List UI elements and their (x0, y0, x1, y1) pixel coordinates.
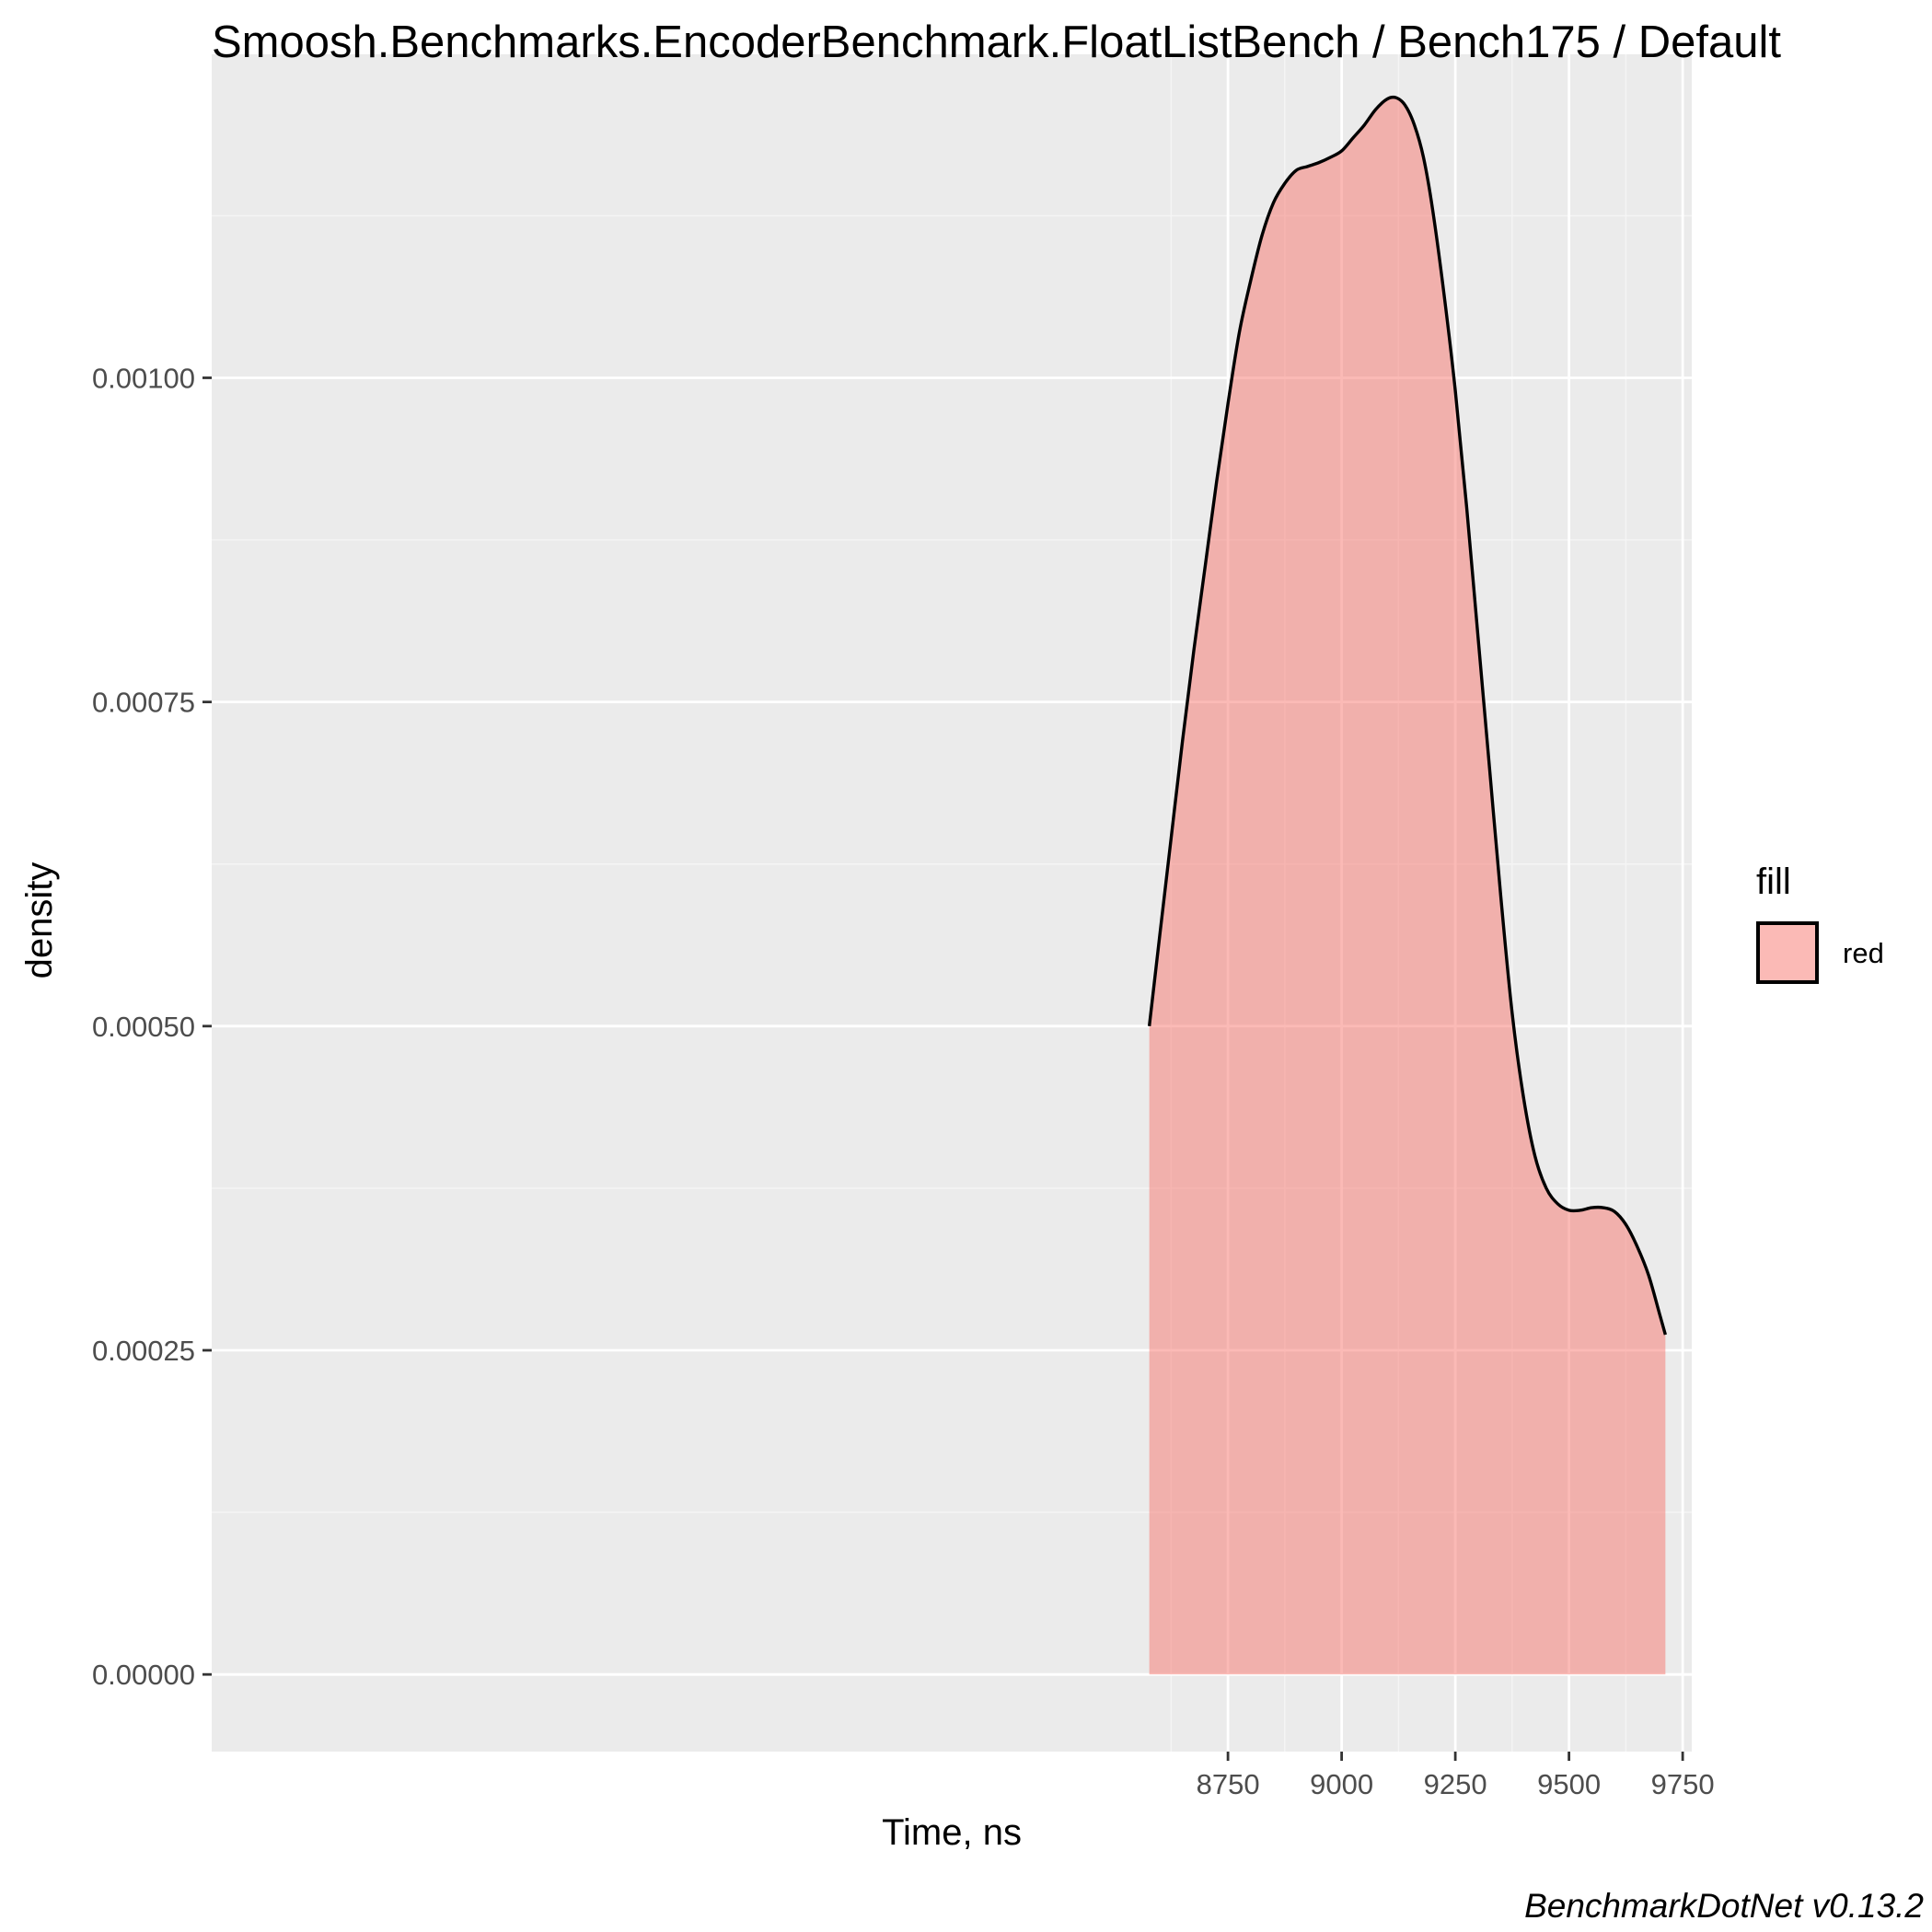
density-area-red (1149, 97, 1666, 1675)
x-tick-label-9750: 9750 (1651, 1768, 1715, 1800)
legend-title: fill (1756, 862, 1791, 902)
legend: fill red (1756, 862, 1884, 984)
y-tick-label-0.00050: 0.00050 (92, 1011, 195, 1043)
density-curve-red (1147, 95, 1667, 1336)
y-tick-label-0.00075: 0.00075 (92, 687, 195, 719)
x-axis: 8750 9000 9250 9500 9750 (1197, 1752, 1715, 1800)
y-axis-title: density (19, 862, 60, 979)
x-tick-label-8750: 8750 (1197, 1768, 1260, 1800)
x-tick-label-9250: 9250 (1424, 1768, 1487, 1800)
chart-title: Smoosh.Benchmarks.EncoderBenchmark.Float… (212, 17, 1781, 67)
x-tick-label-9500: 9500 (1537, 1768, 1601, 1800)
y-tick-label-0.00025: 0.00025 (92, 1335, 195, 1367)
y-tick-label-0.00000: 0.00000 (92, 1659, 195, 1691)
x-tick-label-9000: 9000 (1310, 1768, 1373, 1800)
caption: BenchmarkDotNet v0.13.2 (1524, 1887, 1924, 1925)
legend-label-red: red (1843, 937, 1884, 969)
x-axis-title: Time, ns (882, 1812, 1022, 1853)
y-tick-label-0.00100: 0.00100 (92, 362, 195, 394)
density-layer (1147, 95, 1667, 1675)
y-axis: 0.00000 0.00025 0.00050 0.00075 0.00100 (92, 362, 212, 1691)
legend-key-red (1756, 921, 1819, 984)
